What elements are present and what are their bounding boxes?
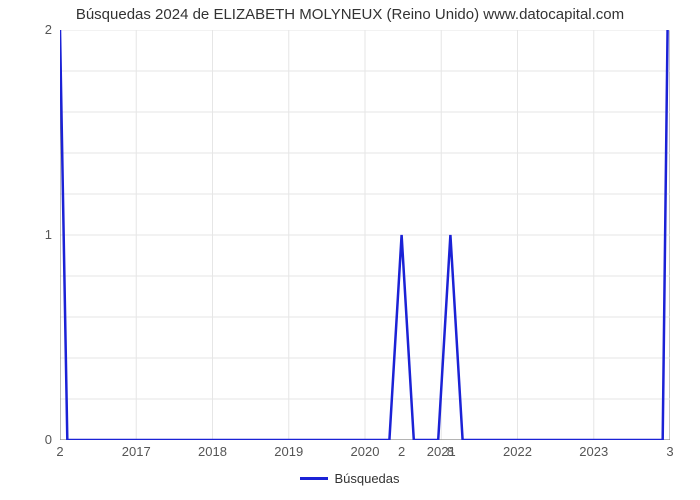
x-tick-label: 2020 (351, 444, 380, 459)
x-tick-label: 2022 (503, 444, 532, 459)
chart-title: Búsquedas 2024 de ELIZABETH MOLYNEUX (Re… (0, 6, 700, 23)
legend-label: Búsquedas (334, 471, 399, 486)
x-tick-label: 2019 (274, 444, 303, 459)
plot-area (60, 30, 670, 440)
value-label: 2 (398, 444, 405, 459)
x-tick-label: 2018 (198, 444, 227, 459)
value-label: 2 (56, 444, 63, 459)
value-label: 3 (666, 444, 673, 459)
legend-swatch (300, 477, 328, 480)
y-tick-label: 2 (12, 22, 52, 37)
x-tick-label: 2023 (579, 444, 608, 459)
chart-container: Búsquedas 2024 de ELIZABETH MOLYNEUX (Re… (0, 0, 700, 500)
chart-svg (60, 30, 670, 440)
legend: Búsquedas (0, 470, 700, 486)
y-tick-label: 0 (12, 432, 52, 447)
value-label: 8 (447, 444, 454, 459)
y-tick-label: 1 (12, 227, 52, 242)
x-tick-label: 2017 (122, 444, 151, 459)
